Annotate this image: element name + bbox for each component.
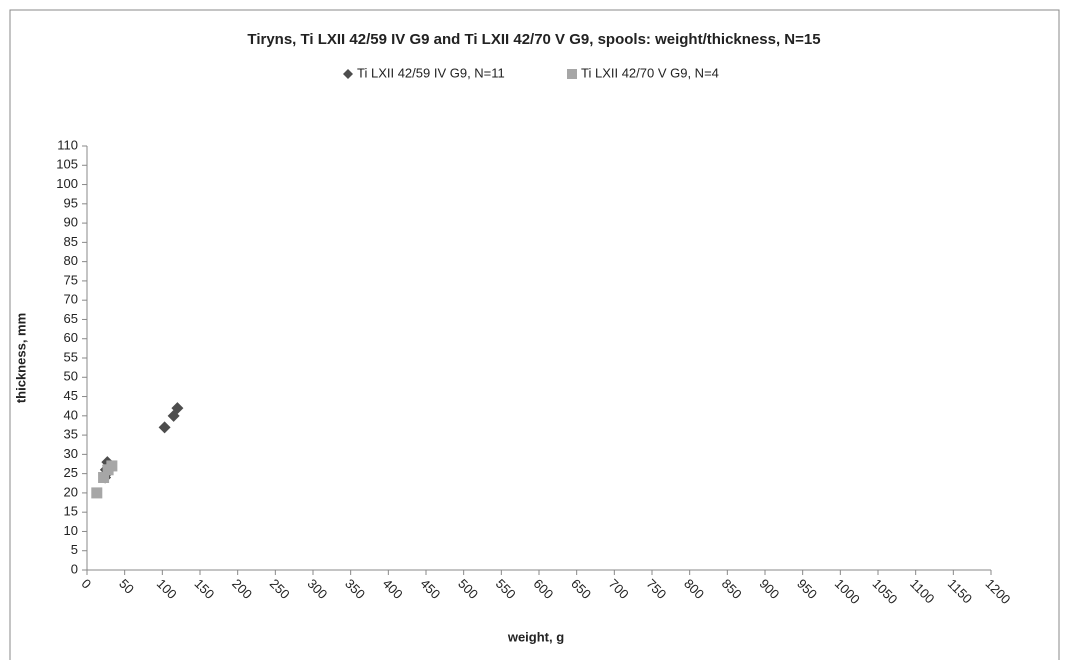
point xyxy=(98,471,110,483)
point xyxy=(106,460,118,472)
point xyxy=(158,421,171,434)
y-tick-label: 65 xyxy=(64,311,78,326)
chart-title: Tiryns, Ti LXII 42/59 IV G9 and Ti LXII … xyxy=(247,31,820,48)
y-tick-label: 105 xyxy=(56,157,78,172)
y-tick-label: 20 xyxy=(64,484,78,499)
x-tick-label: 800 xyxy=(681,576,707,602)
x-tick-label: 200 xyxy=(229,576,255,602)
point xyxy=(171,402,184,415)
x-tick-label: 300 xyxy=(304,576,330,602)
y-tick-label: 60 xyxy=(64,330,78,345)
x-tick-label: 850 xyxy=(719,576,745,602)
y-tick-label: 35 xyxy=(64,427,78,442)
x-tick-label: 100 xyxy=(154,576,180,602)
y-tick-label: 30 xyxy=(64,446,78,461)
x-tick-label: 450 xyxy=(417,576,443,602)
x-tick-label: 1050 xyxy=(869,576,900,607)
x-tick-label: 950 xyxy=(794,576,820,602)
x-tick-label: 750 xyxy=(643,576,669,602)
point xyxy=(91,487,103,499)
x-tick-label: 600 xyxy=(530,576,556,602)
legend-label: Ti LXII 42/59 IV G9, N=11 xyxy=(357,65,505,80)
x-tick-label: 350 xyxy=(342,576,368,602)
x-axis-title: weight, g xyxy=(507,629,564,644)
x-tick-label: 500 xyxy=(455,576,481,602)
y-tick-label: 40 xyxy=(64,407,78,422)
x-tick-label: 550 xyxy=(493,576,519,602)
y-tick-label: 10 xyxy=(64,523,78,538)
x-tick-label: 150 xyxy=(191,576,217,602)
y-tick-label: 25 xyxy=(64,465,78,480)
y-tick-label: 85 xyxy=(64,234,78,249)
legend-marker xyxy=(567,69,577,79)
x-tick-label: 700 xyxy=(606,576,632,602)
y-tick-label: 15 xyxy=(64,504,78,519)
x-tick-label: 50 xyxy=(116,576,137,597)
y-tick-label: 90 xyxy=(64,215,78,230)
y-tick-label: 95 xyxy=(64,195,78,210)
legend-marker xyxy=(343,69,353,79)
y-tick-label: 100 xyxy=(56,176,78,191)
chart-frame xyxy=(9,9,1060,660)
x-tick-label: 0 xyxy=(78,576,94,592)
y-axis-title: thickness, mm xyxy=(13,313,28,403)
y-tick-label: 70 xyxy=(64,292,78,307)
x-tick-label: 900 xyxy=(756,576,782,602)
y-tick-label: 75 xyxy=(64,272,78,287)
x-tick-label: 1150 xyxy=(945,576,975,606)
x-tick-label: 1100 xyxy=(907,576,937,606)
y-tick-label: 50 xyxy=(64,369,78,384)
y-tick-label: 55 xyxy=(64,349,78,364)
y-tick-label: 80 xyxy=(64,253,78,268)
x-tick-label: 400 xyxy=(380,576,406,602)
y-tick-label: 45 xyxy=(64,388,78,403)
x-tick-label: 1000 xyxy=(832,576,863,607)
x-tick-label: 250 xyxy=(267,576,293,602)
x-tick-label: 1200 xyxy=(982,576,1013,607)
y-tick-label: 5 xyxy=(71,542,78,557)
y-tick-label: 110 xyxy=(57,137,78,152)
y-tick-label: 0 xyxy=(71,561,78,576)
x-tick-label: 650 xyxy=(568,576,594,602)
legend-label: Ti LXII 42/70 V G9, N=4 xyxy=(581,65,719,80)
